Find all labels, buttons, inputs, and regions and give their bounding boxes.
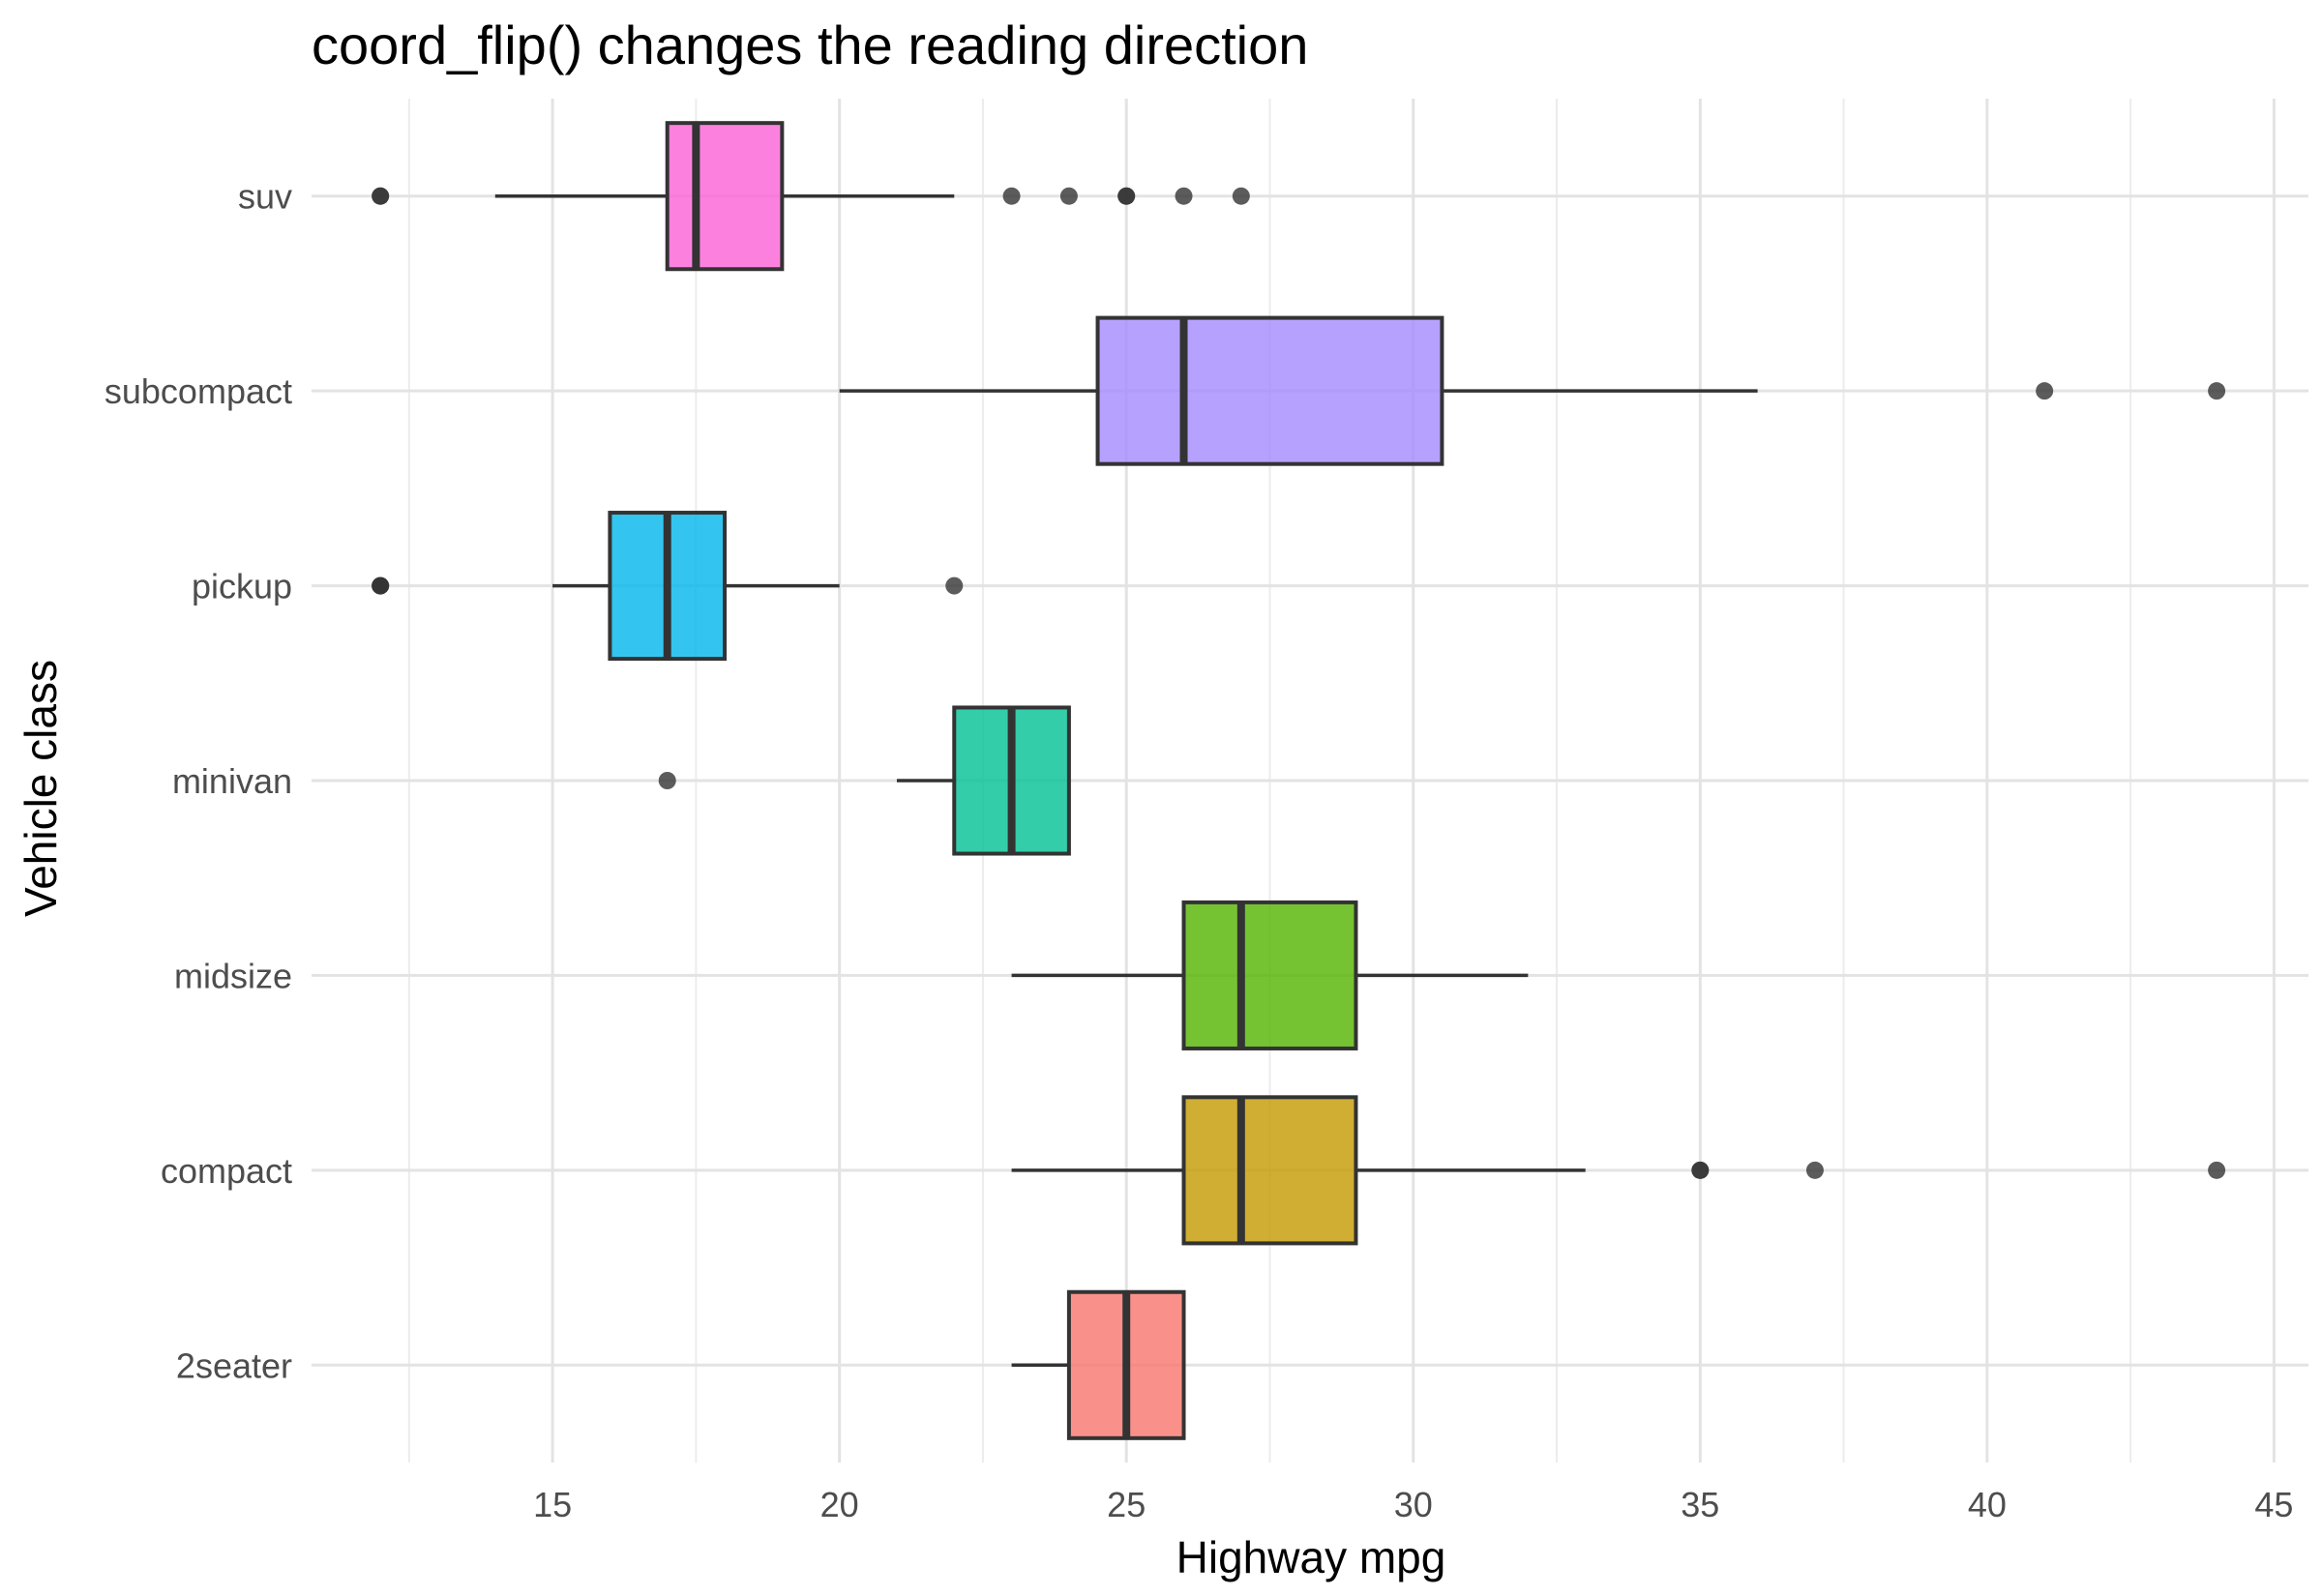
- outlier-point: [1059, 187, 1078, 205]
- outlier-point: [945, 576, 964, 595]
- chart-title: coord_flip() changes the reading directi…: [312, 15, 1308, 75]
- outlier-point: [1175, 187, 1193, 205]
- x-axis-title: Highway mpg: [1176, 1532, 1446, 1582]
- outlier-point: [2036, 382, 2054, 400]
- boxplot-minivan: [658, 705, 1071, 856]
- outlier-point: [1805, 1161, 1824, 1179]
- boxplot-pickup: [372, 511, 964, 662]
- box: [1181, 1095, 1358, 1246]
- outlier-point: [1691, 1161, 1710, 1179]
- outlier-point: [2208, 1161, 2226, 1179]
- x-tick-label: 25: [1107, 1485, 1146, 1524]
- outlier-point: [1002, 187, 1021, 205]
- box: [665, 121, 785, 272]
- y-axis-title: Vehicle class: [15, 660, 66, 917]
- boxplot-compact: [1011, 1095, 2226, 1246]
- x-tick-label: 15: [533, 1485, 572, 1524]
- x-tick-label: 40: [1968, 1485, 2007, 1524]
- x-axis-ticks: 15 20 25 30 35 40 45: [533, 1485, 2293, 1524]
- x-tick-label: 20: [820, 1485, 859, 1524]
- outlier-point: [372, 187, 390, 205]
- boxplot-subcompact: [839, 315, 2226, 466]
- box: [1095, 315, 1444, 466]
- boxplot-2seater: [1011, 1289, 1186, 1440]
- grid: [312, 99, 2308, 1463]
- y-tick-label: minivan: [172, 761, 292, 801]
- y-tick-label: midsize: [174, 956, 292, 995]
- x-tick-label: 30: [1394, 1485, 1433, 1524]
- y-tick-label: suv: [238, 177, 292, 217]
- outlier-point: [372, 576, 390, 595]
- outlier-point: [2208, 382, 2226, 400]
- x-tick-label: 35: [1681, 1485, 1719, 1524]
- y-tick-label: subcompact: [104, 371, 292, 411]
- y-tick-label: compact: [161, 1151, 292, 1191]
- y-axis-ticks: 2seater compact midsize minivan pickup subcom…: [104, 177, 292, 1386]
- y-tick-label: pickup: [192, 567, 292, 606]
- outlier-point: [658, 772, 676, 789]
- boxplot-midsize: [1011, 900, 1529, 1050]
- boxplot-suv: [372, 121, 1250, 272]
- boxplots: [372, 121, 2226, 1440]
- box: [1181, 900, 1358, 1050]
- outlier-point: [1117, 187, 1136, 205]
- y-tick-label: 2seater: [176, 1345, 292, 1385]
- outlier-point: [1232, 187, 1250, 205]
- x-tick-label: 45: [2254, 1485, 2293, 1524]
